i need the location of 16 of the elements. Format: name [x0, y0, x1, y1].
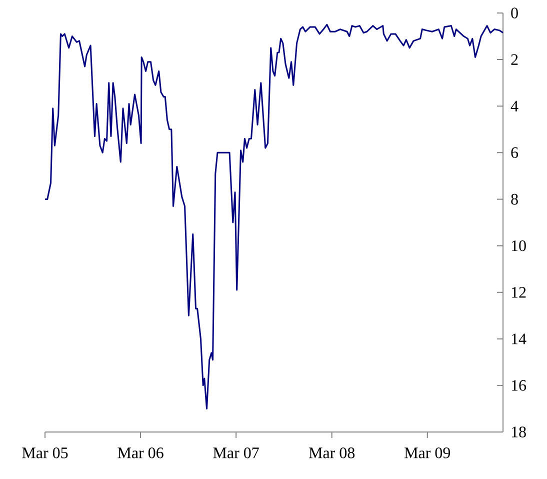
line-series [44, 24, 504, 410]
x-tick-label: Mar 07 [213, 448, 259, 458]
y-tick-label: 6 [511, 147, 518, 158]
y-tick-label: 12 [512, 287, 526, 298]
y-tick-label: 10 [512, 240, 526, 252]
y-tick-label: 4 [510, 100, 518, 112]
y-tick-label: 16 [512, 380, 526, 391]
x-tick-label: Mar 06 [118, 448, 164, 458]
y-tick-label: 0 [511, 8, 518, 18]
y-tick-label: 2 [511, 54, 518, 65]
x-tick-label: Mar 09 [404, 448, 450, 458]
y-tick-label: 18 [512, 426, 526, 438]
x-tick-label: Mar 05 [22, 448, 68, 458]
y-tick-label: 8 [511, 194, 518, 205]
y-tick-label: 14 [512, 334, 526, 344]
x-tick-label: Mar 08 [308, 448, 355, 458]
